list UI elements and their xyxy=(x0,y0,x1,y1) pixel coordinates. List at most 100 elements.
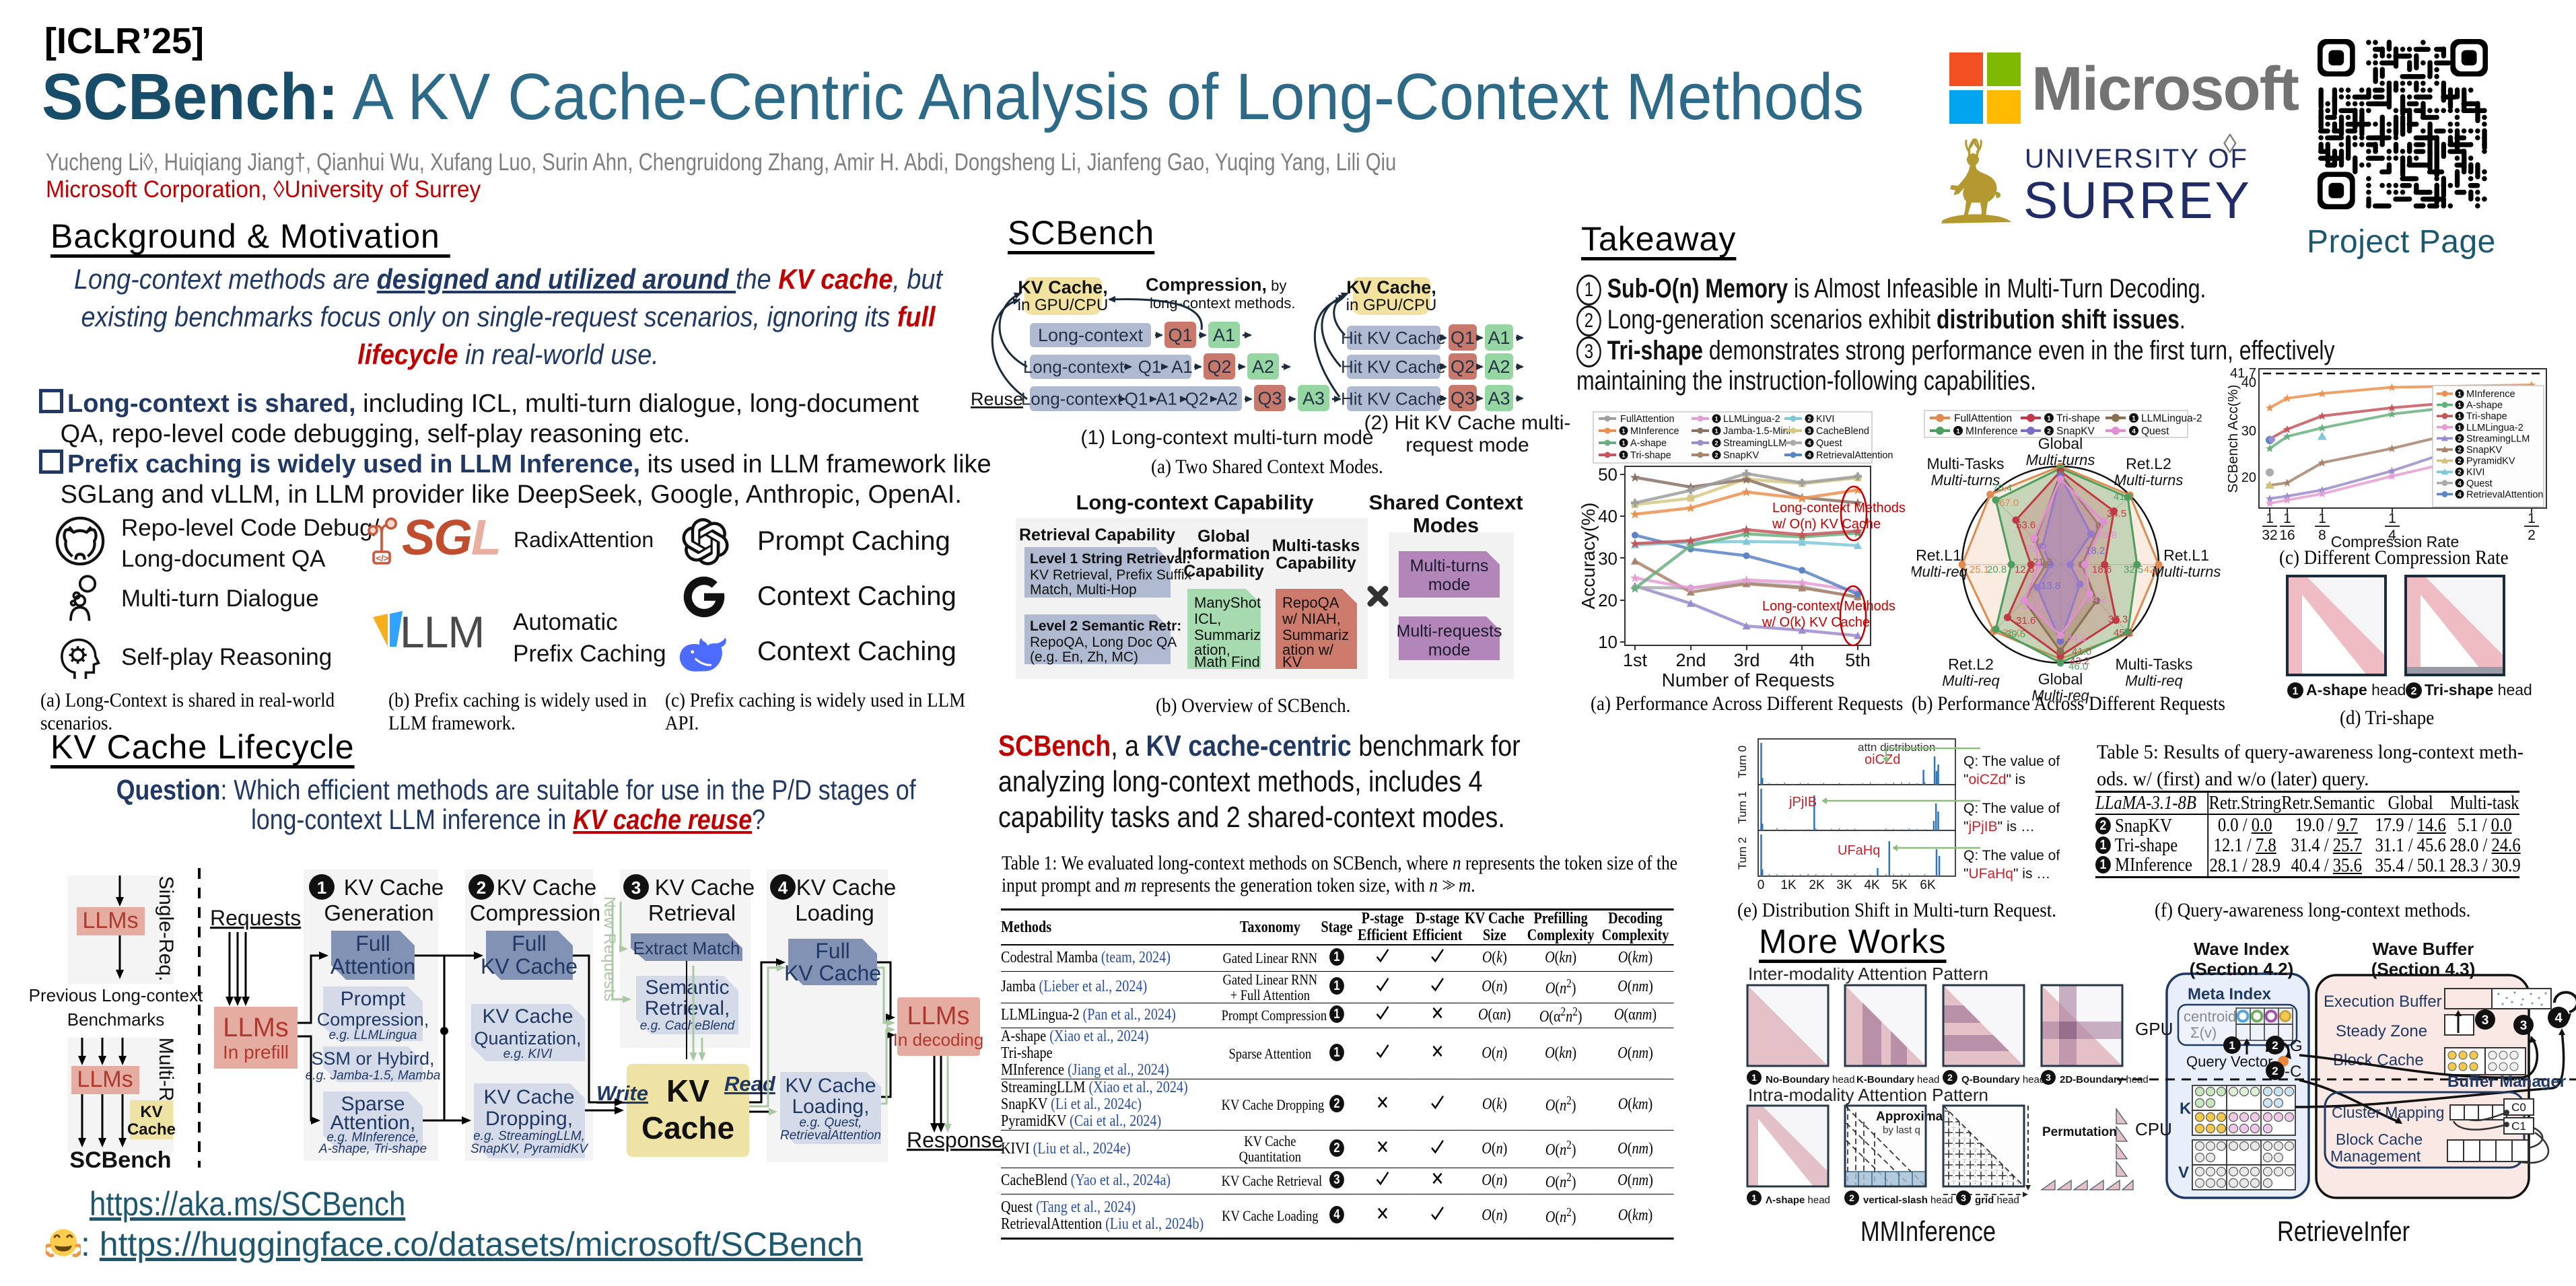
svg-text:0: 0 xyxy=(1757,878,1765,892)
svg-text:Loading: Loading xyxy=(795,900,874,925)
svg-text:Loading,: Loading, xyxy=(792,1096,869,1118)
svg-text:Wave Buffer: Wave Buffer xyxy=(2373,939,2474,959)
svg-text:Ret.L2: Ret.L2 xyxy=(1948,655,1994,673)
svg-text:Q2: Q2 xyxy=(1207,357,1231,377)
svg-text:ManyShot: ManyShot xyxy=(1194,594,1261,611)
svg-text:1: 1 xyxy=(2318,511,2326,526)
svg-text:1: 1 xyxy=(1714,428,1718,435)
svg-text:Prompt: Prompt xyxy=(341,988,406,1010)
svg-text:45.2: 45.2 xyxy=(2114,627,2133,639)
svg-text:Generation: Generation xyxy=(324,900,433,925)
svg-text:43.2: 43.2 xyxy=(2070,655,2089,667)
svg-text:Hit KV Cache: Hit KV Cache xyxy=(1341,389,1446,409)
svg-text:C0: C0 xyxy=(2511,1101,2526,1114)
svg-text:Λ-shape head: Λ-shape head xyxy=(1766,1194,1830,1206)
svg-text:Sparse: Sparse xyxy=(341,1093,405,1115)
svg-text:by last q: by last q xyxy=(1883,1124,1920,1136)
svg-text:Capability: Capability xyxy=(1276,554,1356,573)
svg-text:KV: KV xyxy=(140,1103,162,1121)
svg-text:Compression, by: Compression, by xyxy=(1146,275,1286,295)
svg-text:Full: Full xyxy=(815,939,850,963)
svg-text:LLMLingua-2: LLMLingua-2 xyxy=(1723,414,1780,425)
svg-text:C1: C1 xyxy=(2511,1120,2526,1133)
svg-text:StreamingLLM: StreamingLLM xyxy=(2466,433,2530,444)
svg-text:2: 2 xyxy=(2272,1039,2278,1052)
svg-text:RetrievalAttention: RetrievalAttention xyxy=(2466,489,2543,500)
svg-text:4: 4 xyxy=(2132,428,2136,435)
svg-text:in GPU/CPU: in GPU/CPU xyxy=(1018,296,1109,314)
svg-text:K: K xyxy=(2180,1100,2192,1118)
svg-text:In decoding: In decoding xyxy=(893,1030,983,1050)
svg-text:FullAttention: FullAttention xyxy=(1954,413,2012,425)
svg-text:Q2: Q2 xyxy=(1185,389,1209,409)
svg-text:mode: mode xyxy=(1428,641,1471,659)
svg-text:2: 2 xyxy=(2458,458,2461,465)
svg-text:-C: -C xyxy=(2285,1063,2301,1081)
svg-text:e.g. CacheBlend: e.g. CacheBlend xyxy=(640,1019,736,1033)
svg-text:MInference: MInference xyxy=(2466,389,2515,400)
svg-text:Q1: Q1 xyxy=(1138,357,1162,377)
svg-text:ation w/: ation w/ xyxy=(1282,641,1334,658)
svg-text:Steady Zone: Steady Zone xyxy=(2336,1022,2427,1040)
svg-text:Cache: Cache xyxy=(127,1120,176,1139)
svg-text:Q1: Q1 xyxy=(1451,328,1475,348)
svg-text:Multi-turns: Multi-turns xyxy=(2026,452,2095,468)
svg-text:1: 1 xyxy=(1622,452,1625,459)
svg-text:2: 2 xyxy=(1947,1072,1953,1083)
svg-text:LLMs: LLMs xyxy=(82,908,138,933)
svg-text:RetrievalAttention: RetrievalAttention xyxy=(1816,450,1893,461)
svg-text:e.g. Quest,: e.g. Quest, xyxy=(800,1116,862,1130)
svg-text:20: 20 xyxy=(2241,470,2256,485)
svg-text:CacheBlend: CacheBlend xyxy=(1816,426,1869,437)
svg-text:Level 2 Semantic Retr:: Level 2 Semantic Retr: xyxy=(1030,618,1181,634)
svg-text:30: 30 xyxy=(1598,548,1617,569)
svg-text:Approximate: Approximate xyxy=(1876,1110,1954,1124)
svg-text:PyramidKV: PyramidKV xyxy=(2466,456,2515,467)
svg-text:1: 1 xyxy=(2293,686,2299,697)
svg-text:Execution Buffer: Execution Buffer xyxy=(2324,993,2442,1011)
svg-text:3: 3 xyxy=(1961,1192,1966,1203)
svg-text:SnapKV, PyramidKV: SnapKV, PyramidKV xyxy=(471,1142,589,1156)
svg-text:Retrieval: Retrieval xyxy=(648,900,736,925)
svg-text:1: 1 xyxy=(2458,413,2462,421)
svg-text:grid head: grid head xyxy=(1975,1194,2019,1206)
svg-text:Previous Long-context: Previous Long-context xyxy=(29,985,203,1005)
svg-text:Capability: Capability xyxy=(1183,562,1264,581)
svg-text:2: 2 xyxy=(2047,428,2051,435)
svg-text:70.4: 70.4 xyxy=(1992,483,2012,494)
svg-text:Match, Multi-Hop: Match, Multi-Hop xyxy=(1030,582,1137,598)
svg-text:1: 1 xyxy=(1956,428,1960,435)
svg-text:2nd: 2nd xyxy=(1675,650,1706,670)
svg-text:Ret.L1: Ret.L1 xyxy=(2163,546,2209,564)
svg-text:KV Cache,: KV Cache, xyxy=(1018,277,1108,297)
svg-text:23.6: 23.6 xyxy=(2023,600,2042,612)
svg-text:30.4: 30.4 xyxy=(2026,543,2046,555)
svg-text:Wave Index: Wave Index xyxy=(2194,939,2290,959)
svg-text:Tri-shape: Tri-shape xyxy=(1630,450,1671,461)
svg-text:Shared Context: Shared Context xyxy=(1368,491,1523,514)
svg-text:1: 1 xyxy=(2283,511,2291,526)
svg-text:4K: 4K xyxy=(1864,878,1880,892)
svg-text:KV Cache: KV Cache xyxy=(784,961,881,985)
svg-text:Long-context: Long-context xyxy=(1038,325,1144,345)
svg-text:A2: A2 xyxy=(1216,389,1238,409)
svg-text:SnapKV: SnapKV xyxy=(2056,426,2095,437)
svg-text:Summariz: Summariz xyxy=(1282,627,1349,643)
svg-text:25.1: 25.1 xyxy=(1970,564,1989,575)
svg-text:ation,: ation, xyxy=(1194,641,1230,658)
svg-text:Single-Req.: Single-Req. xyxy=(155,876,177,982)
svg-text:3: 3 xyxy=(2482,1013,2489,1028)
svg-text:Multi-req: Multi-req xyxy=(2031,687,2089,704)
svg-text:CPU: CPU xyxy=(2135,1119,2172,1139)
svg-text:1: 1 xyxy=(1751,1192,1757,1203)
svg-text:18.2: 18.2 xyxy=(2085,545,2105,557)
svg-text:No-Boundary head: No-Boundary head xyxy=(1766,1074,1855,1085)
svg-text:KV Cache,: KV Cache, xyxy=(1346,277,1436,297)
svg-text:12.6: 12.6 xyxy=(2015,564,2034,575)
svg-text:Compression Rate: Compression Rate xyxy=(2331,533,2459,550)
svg-text:4: 4 xyxy=(2388,528,2396,543)
svg-text:GPU: GPU xyxy=(2135,1019,2173,1039)
svg-text:(Section 4.3): (Section 4.3) xyxy=(2371,959,2476,979)
svg-text:2: 2 xyxy=(1849,1192,1854,1203)
svg-text:A2: A2 xyxy=(1488,357,1510,377)
